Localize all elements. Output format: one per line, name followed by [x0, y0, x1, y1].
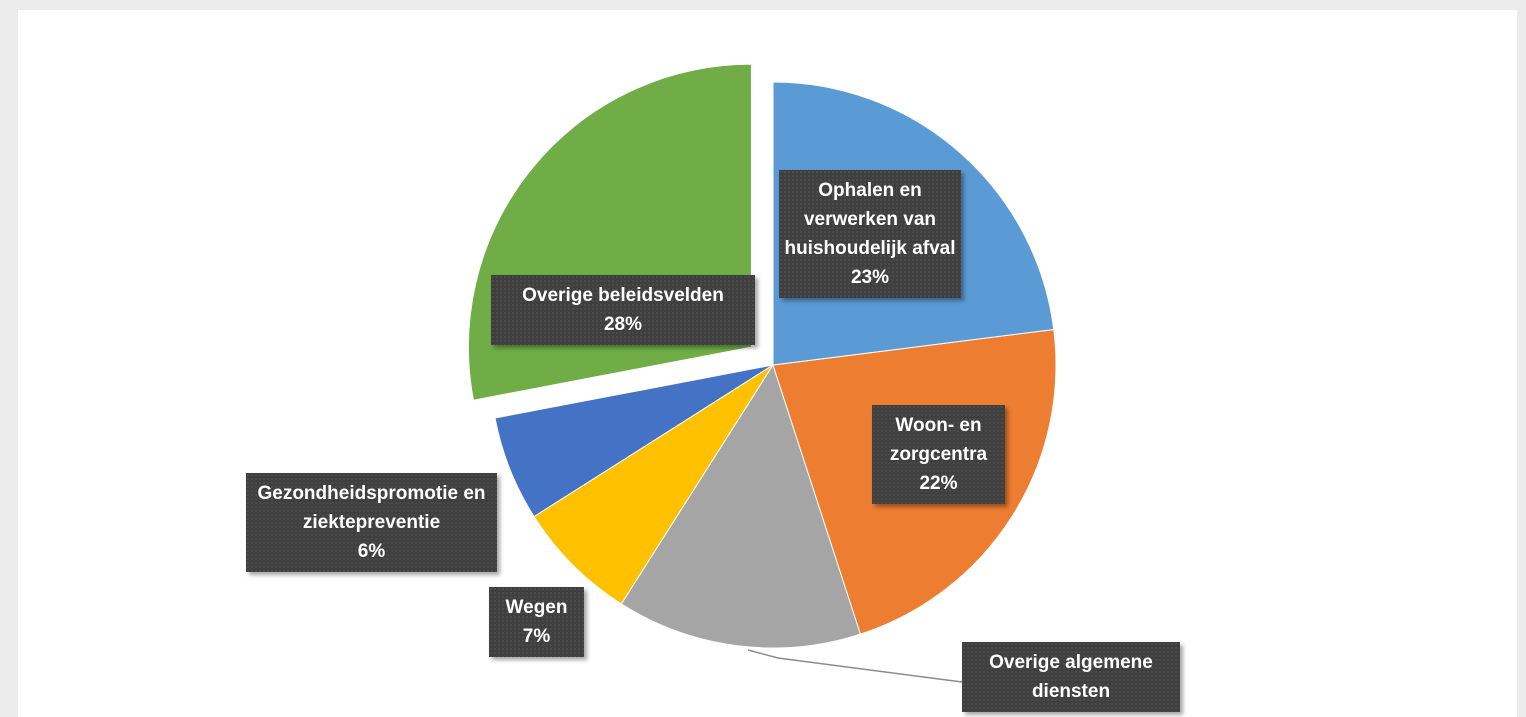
pie-slice — [467, 63, 752, 401]
label-name: Ophalen en verwerken van huishoudelijk a… — [784, 180, 956, 259]
data-label: Wegen 7% — [489, 587, 584, 657]
label-name: Woon- en zorgcentra — [889, 415, 988, 465]
label-name: Overige algemene diensten — [989, 652, 1153, 702]
data-label: Gezondheidspromotie en ziektepreventie 6% — [246, 473, 497, 572]
pie-slice — [620, 363, 862, 649]
pie-slice — [533, 364, 774, 605]
leader-line — [747, 649, 963, 683]
data-label: Overige algemene diensten — [962, 642, 1180, 712]
label-value: 28% — [603, 314, 643, 335]
label-name: Overige beleidsvelden — [522, 285, 724, 306]
data-label: Overige beleidsvelden 28% — [491, 275, 755, 345]
data-label: Woon- en zorgcentra 22% — [872, 405, 1005, 504]
label-value: 6% — [357, 541, 386, 562]
data-label: Ophalen en verwerken van huishoudelijk a… — [779, 170, 961, 298]
label-name: Wegen — [505, 597, 568, 618]
label-value: 22% — [919, 473, 958, 494]
label-name: Gezondheidspromotie en ziektepreventie — [257, 483, 486, 533]
chart-area: Ophalen en verwerken van huishoudelijk a… — [18, 10, 1517, 717]
label-value: 7% — [522, 626, 551, 647]
chart — [467, 63, 1057, 683]
label-value: 23% — [850, 267, 890, 288]
